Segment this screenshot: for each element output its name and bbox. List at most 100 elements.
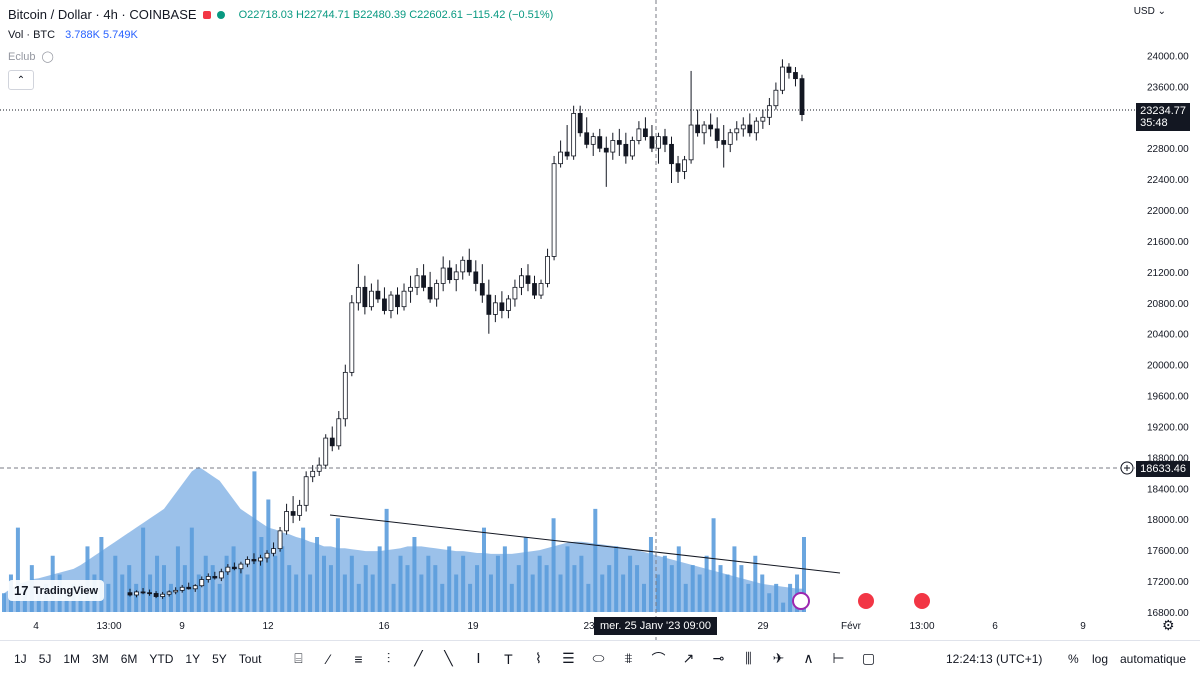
volume-bar (419, 574, 424, 612)
y-tick-label: 19600.00 (1147, 392, 1189, 403)
pen-icon[interactable]: ⁄ (327, 650, 330, 667)
curve-icon[interactable]: ⌒ (651, 650, 666, 667)
crosshair-price-tag: 18633.46 (1136, 461, 1190, 477)
y-tick-label: 20000.00 (1147, 361, 1189, 372)
indicator-label[interactable]: Eclub (8, 50, 36, 63)
x-tick-label: 12 (262, 621, 274, 632)
lightning-event-icon (792, 592, 810, 610)
brush-icon[interactable]: ⌇ (535, 650, 542, 666)
volume-bar (788, 583, 793, 612)
range-button[interactable]: 5J (38, 651, 52, 666)
candle-body (486, 294, 492, 315)
text-icon[interactable]: T (504, 650, 513, 667)
candle-body (734, 128, 740, 134)
candle-body (362, 286, 368, 308)
y-tick-label: 22800.00 (1147, 144, 1189, 155)
range-button[interactable]: 1Y (185, 651, 201, 666)
x-tick-label: 13:00 (909, 621, 934, 632)
volume-bar (328, 565, 333, 612)
tradingview-logo[interactable]: 17 TradingView (8, 580, 105, 601)
x-tick-label: 4 (33, 621, 39, 632)
candle-body (166, 591, 172, 595)
volume-bar (551, 518, 556, 612)
x-tick-label: 19 (467, 621, 479, 632)
chart-legend: Bitcoin / Dollar · 4h · COINBASE O22718.… (8, 7, 553, 22)
parallel-icon[interactable]: ⩨ (624, 650, 633, 666)
candle-body (799, 78, 805, 115)
volume-bar (669, 565, 674, 612)
volume-bar (586, 583, 591, 612)
x-tick-label: 13:00 (96, 621, 121, 632)
pitchfork-icon[interactable]: ⫶ (386, 650, 391, 666)
candle-body (447, 267, 453, 281)
range-button[interactable]: Tout (238, 651, 262, 666)
volume-bar (335, 518, 340, 612)
fib-icon[interactable]: ☰ (562, 650, 575, 666)
auto-scale-toggle[interactable]: automatique (1120, 651, 1187, 666)
candle-body (760, 116, 766, 122)
pattern-icon[interactable]: ∧ (803, 650, 814, 666)
volume-bar (280, 546, 285, 612)
log-toggle[interactable]: log (1092, 651, 1109, 666)
volume-bar (454, 574, 459, 612)
candles-icon[interactable]: ⫼ (745, 650, 752, 666)
candle-body (590, 136, 596, 145)
candle-body (740, 124, 746, 130)
candle-body (466, 259, 472, 273)
volume-bar (106, 583, 111, 612)
trendline-icon[interactable]: ╱ (414, 650, 423, 666)
line-icon[interactable]: ╲ (444, 650, 453, 666)
eye-hidden-icon[interactable]: ◯ (41, 51, 54, 63)
calendar-icon[interactable]: ⌸ (294, 650, 303, 666)
volume-bar (120, 574, 125, 612)
volume-bar (252, 471, 257, 612)
candle-body (532, 283, 537, 296)
arrow-icon[interactable]: ↗ (682, 650, 695, 666)
range-button[interactable]: 1M (63, 651, 81, 666)
volume-bar (662, 555, 667, 612)
candle-body (610, 140, 616, 153)
frame-icon[interactable]: ▢ (861, 650, 876, 666)
y-tick-label: 21200.00 (1147, 268, 1189, 279)
candle-body (786, 66, 792, 73)
candle-body (643, 128, 648, 138)
settings-gear-icon[interactable]: ⚙ (1162, 617, 1175, 633)
candle-body (147, 592, 152, 595)
volume-bar (301, 527, 306, 612)
percent-toggle[interactable]: % (1068, 651, 1079, 666)
lines-icon[interactable]: ≡ (354, 650, 363, 667)
candle-body (192, 585, 198, 590)
range-button[interactable]: 1J (14, 651, 27, 666)
collapse-legend-button[interactable]: ⌃ (8, 70, 34, 90)
volume-label[interactable]: Vol · BTC (8, 29, 56, 41)
volume-bar (607, 565, 612, 612)
candle-body (375, 290, 381, 300)
text-cursor-icon[interactable]: Ⅰ (476, 650, 481, 666)
volume-bar (440, 583, 445, 612)
volume-bar (676, 546, 681, 612)
candle-body (616, 140, 622, 145)
ellipse-icon[interactable]: ⬭ (592, 650, 605, 666)
price-chart[interactable]: 24000.0023600.0023200.0022800.0022400.00… (0, 0, 1200, 640)
volume-bar (704, 555, 709, 612)
node-icon[interactable]: ⊸ (712, 650, 725, 666)
volume-bar (168, 583, 173, 612)
currency-selector[interactable]: USD ⌄ (1133, 6, 1166, 17)
volume-bar (628, 555, 633, 612)
range-button[interactable]: 3M (92, 651, 109, 666)
volume-bar (655, 574, 660, 612)
volume-bar (2, 593, 6, 612)
range-button[interactable]: 5Y (212, 651, 227, 666)
range-button[interactable]: YTD (149, 651, 174, 666)
volume-values: 3.788K 5.749K (65, 29, 138, 41)
symbol-title[interactable]: Bitcoin / Dollar · 4h · COINBASE (8, 7, 197, 22)
volume-bar (614, 546, 619, 612)
clock-display[interactable]: 12:24:13 (UTC+1) (946, 651, 1043, 666)
candle-body (721, 140, 727, 145)
twitter-icon[interactable]: ✈ (772, 650, 785, 666)
us-flag-event-icon (914, 593, 930, 609)
range-button[interactable]: 6M (120, 651, 138, 666)
measure-icon[interactable]: ⊢ (832, 650, 845, 666)
indicator-legend: Eclub ◯ (8, 50, 54, 64)
volume-bar (495, 555, 500, 612)
